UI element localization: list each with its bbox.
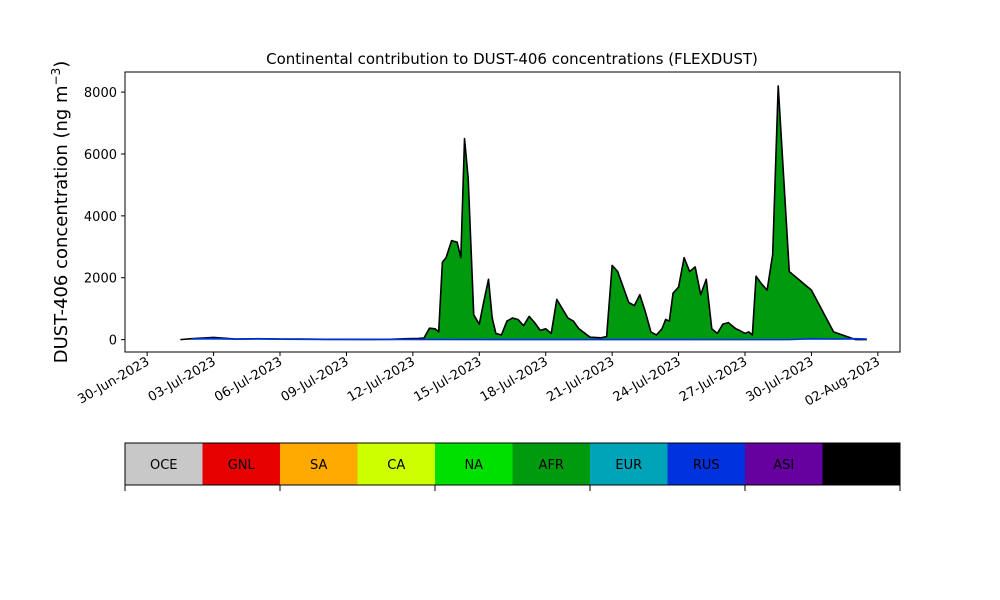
plot-frame (124, 71, 901, 353)
y-axis: 0 2000 4000 6000 8000 (84, 86, 125, 349)
x-tick-label: 21-Jul-2023 (544, 354, 617, 405)
legend-label-eur: EUR (615, 458, 642, 473)
x-tick-label: 30-Jun-2023 (75, 354, 152, 407)
legend-swatch-gnl (202, 443, 280, 485)
legend-swatch-rus (667, 443, 745, 485)
x-tick-label: 02-Aug-2023 (803, 354, 883, 409)
legend-label-na: NA (464, 458, 483, 473)
x-axis: 30-Jun-202303-Jul-202306-Jul-202309-Jul-… (75, 352, 883, 410)
y-tick-label: 0 (109, 334, 117, 349)
legend-swatch-oce (125, 443, 203, 485)
series-outline-rus (191, 337, 867, 341)
x-tick-label: 18-Jul-2023 (478, 354, 551, 405)
x-tick-label: 03-Jul-2023 (146, 354, 219, 405)
x-tick-label: 24-Jul-2023 (611, 354, 684, 405)
y-tick-label: 6000 (84, 148, 117, 163)
legend-label-asi: ASI (773, 458, 794, 473)
legend-label-sa: SA (310, 458, 327, 473)
y-tick-label: 2000 (84, 272, 117, 287)
legend-swatch-sa (280, 443, 358, 485)
x-tick-label: 27-Jul-2023 (677, 354, 750, 405)
y-axis-label: DUST-406 concentration (ng m−3) (49, 61, 72, 364)
legend-swatch-aus (822, 443, 900, 485)
series-area-afr (180, 85, 867, 340)
legend-swatch-eur (590, 443, 668, 485)
y-tick-label: 8000 (84, 86, 117, 101)
y-axis-label-close: ) (51, 61, 72, 68)
legend-label-ca: CA (387, 458, 405, 473)
x-tick-label: 06-Jul-2023 (212, 354, 285, 405)
y-axis-label-main: DUST-406 concentration (ng m (51, 85, 72, 363)
x-tick-label: 12-Jul-2023 (345, 354, 418, 405)
plot-area (124, 71, 901, 353)
x-tick-label: 15-Jul-2023 (411, 354, 484, 405)
chart-title: Continental contribution to DUST-406 con… (266, 50, 758, 68)
y-tick-label: 4000 (84, 210, 117, 225)
legend-colorbar: OCE GNL SA CA NA AFR EUR RUS ASI AUS (124, 442, 901, 491)
legend-swatch-asi (745, 443, 823, 485)
legend-swatch-afr (512, 443, 590, 485)
legend-label-oce: OCE (150, 458, 178, 473)
series-outline-afr (180, 85, 867, 341)
legend-swatch-na (435, 443, 513, 485)
legend-frame (124, 442, 901, 486)
legend-label-aus: AUS (848, 458, 875, 473)
y-axis-label-exponent: −3 (49, 68, 63, 86)
legend-label-gnl: GNL (228, 458, 256, 473)
legend-label-rus: RUS (693, 458, 720, 473)
x-tick-label: 09-Jul-2023 (279, 354, 352, 405)
legend-swatch-ca (357, 443, 435, 485)
legend-label-afr: AFR (539, 458, 564, 473)
